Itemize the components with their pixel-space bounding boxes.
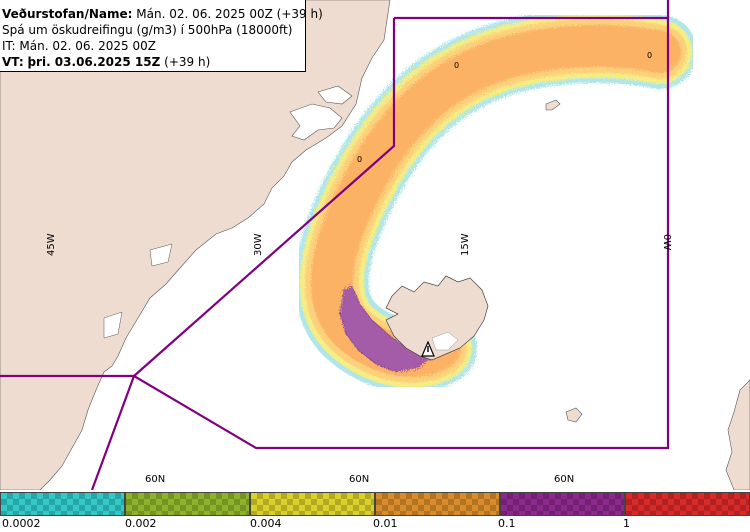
vt-suffix: (+39 h) (164, 55, 211, 69)
legend-swatch (375, 492, 500, 516)
lat-label-60n: 60N (349, 474, 369, 485)
lon-label-0w: 0W (661, 234, 672, 250)
faroe-islands (565, 407, 583, 423)
legend-color-bar (0, 492, 750, 516)
forecast-line: Spá um öskudreifingu (g/m3) í 500hPa (18… (2, 23, 293, 37)
contour-zero-label: 0 (647, 51, 652, 60)
legend-swatch (125, 492, 250, 516)
title-row: Veðurstofan/Name: Mán. 02. 06. 2025 00Z … (2, 6, 323, 22)
legend-label: 0.1 (498, 517, 516, 530)
lon-label-45w: 45W (46, 233, 57, 256)
greenland-inlet (317, 85, 353, 105)
concentration-legend: 0.0002 0.002 0.004 0.01 0.1 1 (0, 490, 750, 532)
ash-plume (294, 9, 697, 393)
jan-mayen-island (545, 99, 561, 111)
greenland-landmass (0, 0, 391, 490)
valid-time-row: VT: þri. 03.06.2025 15Z (+39 h) (2, 54, 305, 70)
lon-label-30w: 30W (253, 233, 264, 256)
contour-zero-label: 0 (357, 155, 362, 164)
legend-swatch (250, 492, 375, 516)
lat-label-60n: 60N (145, 474, 165, 485)
greenland-inlet (103, 311, 123, 339)
airspace-boundary (0, 0, 670, 490)
agency-label: Veðurstofan/Name: (2, 7, 133, 21)
greenland-fjord (289, 103, 343, 141)
norway-coast (725, 379, 750, 490)
volcano-warning-triangle-icon (421, 340, 435, 357)
vt-label: VT: (2, 55, 24, 69)
legend-label: 0.0002 (2, 517, 41, 530)
issue-time-line: IT: Mán. 02. 06. 2025 00Z (2, 39, 156, 53)
legend-swatch (625, 492, 750, 516)
ash-dispersion-map: 45W 30W 15W 0W 60N 60N 60N 0 0 0 (0, 0, 750, 490)
greenland-inlet (149, 243, 173, 267)
title-value: Mán. 02. 06. 2025 00Z (+39 h) (136, 7, 323, 21)
legend-swatch (500, 492, 625, 516)
vt-value: þri. 03.06.2025 15Z (27, 55, 161, 69)
legend-label: 0.004 (250, 517, 282, 530)
contour-zero-label: 0 (454, 61, 459, 70)
lon-label-15w: 15W (460, 233, 471, 256)
vatnajokull-glacier (431, 331, 459, 351)
lat-label-60n: 60N (554, 474, 574, 485)
legend-swatch (0, 492, 125, 516)
forecast-info-box: Veðurstofan/Name: Mán. 02. 06. 2025 00Z … (0, 0, 323, 72)
legend-label: 0.002 (125, 517, 157, 530)
legend-label: 0.01 (373, 517, 398, 530)
legend-label: 1 (623, 517, 630, 530)
iceland-landmass (385, 275, 489, 361)
